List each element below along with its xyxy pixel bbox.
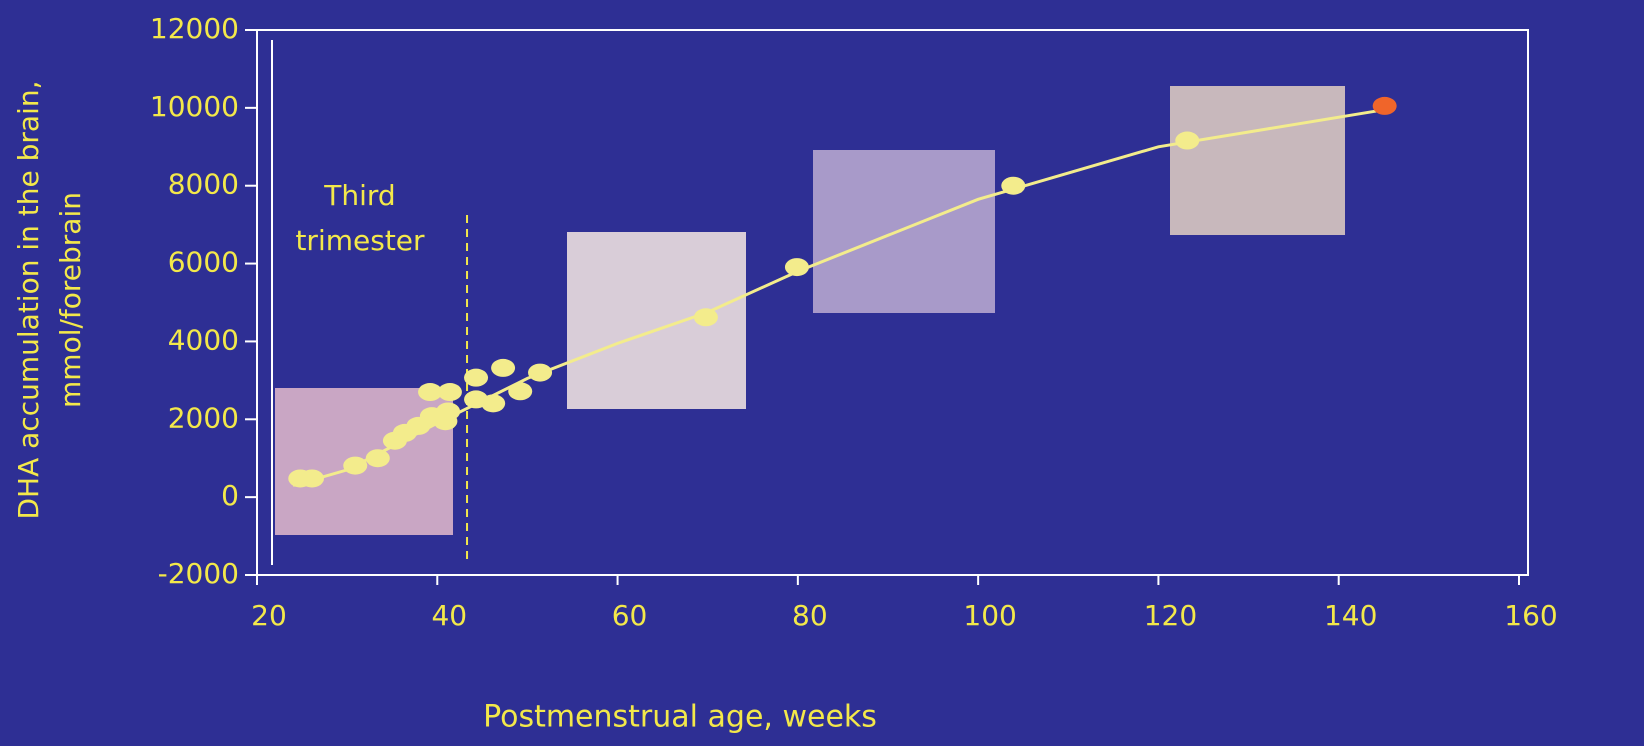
y-axis-label: DHA accumulation in the brain,	[12, 80, 45, 519]
photo	[567, 232, 746, 409]
data-point	[491, 359, 515, 377]
y-tick-label: 6000	[168, 246, 239, 279]
x-axis-label: Postmenstrual age, weeks	[483, 700, 877, 735]
x-tick-label: 60	[612, 599, 648, 632]
x-tick-label: 140	[1324, 599, 1377, 632]
data-point	[1001, 177, 1025, 195]
y-tick-label: 4000	[168, 323, 239, 356]
data-point	[300, 469, 324, 487]
data-point	[694, 308, 718, 326]
x-tick-label: 80	[792, 599, 828, 632]
data-point	[1175, 132, 1199, 150]
y-tick-label: 8000	[168, 168, 239, 201]
x-tick-label: 100	[963, 599, 1016, 632]
page: Postmenstrual age, weeks DHA accumulatio…	[0, 0, 1644, 746]
background	[0, 0, 1644, 746]
y-tick-label: -2000	[158, 557, 239, 590]
x-tick-label: 120	[1144, 599, 1197, 632]
data-point	[481, 394, 505, 412]
y-tick-label: 12000	[150, 12, 239, 45]
data-point	[785, 258, 809, 276]
y-axis-label: mmol/forebrain	[54, 192, 87, 408]
data-point	[343, 457, 367, 475]
chart: Postmenstrual age, weeks DHA accumulatio…	[0, 0, 1644, 746]
data-point	[464, 369, 488, 387]
data-point	[436, 403, 460, 421]
annotation: Third	[323, 179, 395, 212]
y-tick-label: 0	[221, 479, 239, 512]
x-tick-label: 40	[431, 599, 467, 632]
y-tick-label: 10000	[150, 90, 239, 123]
data-point	[528, 364, 552, 382]
data-point	[366, 449, 390, 467]
data-point	[438, 383, 462, 401]
x-tick-label: 20	[251, 599, 287, 632]
x-tick-label: 160	[1504, 599, 1557, 632]
data-point	[508, 382, 532, 400]
annotation: trimester	[295, 224, 425, 257]
y-tick-label: 2000	[168, 401, 239, 434]
data-point	[1373, 97, 1397, 115]
photo	[813, 150, 995, 313]
photo	[1170, 86, 1345, 235]
